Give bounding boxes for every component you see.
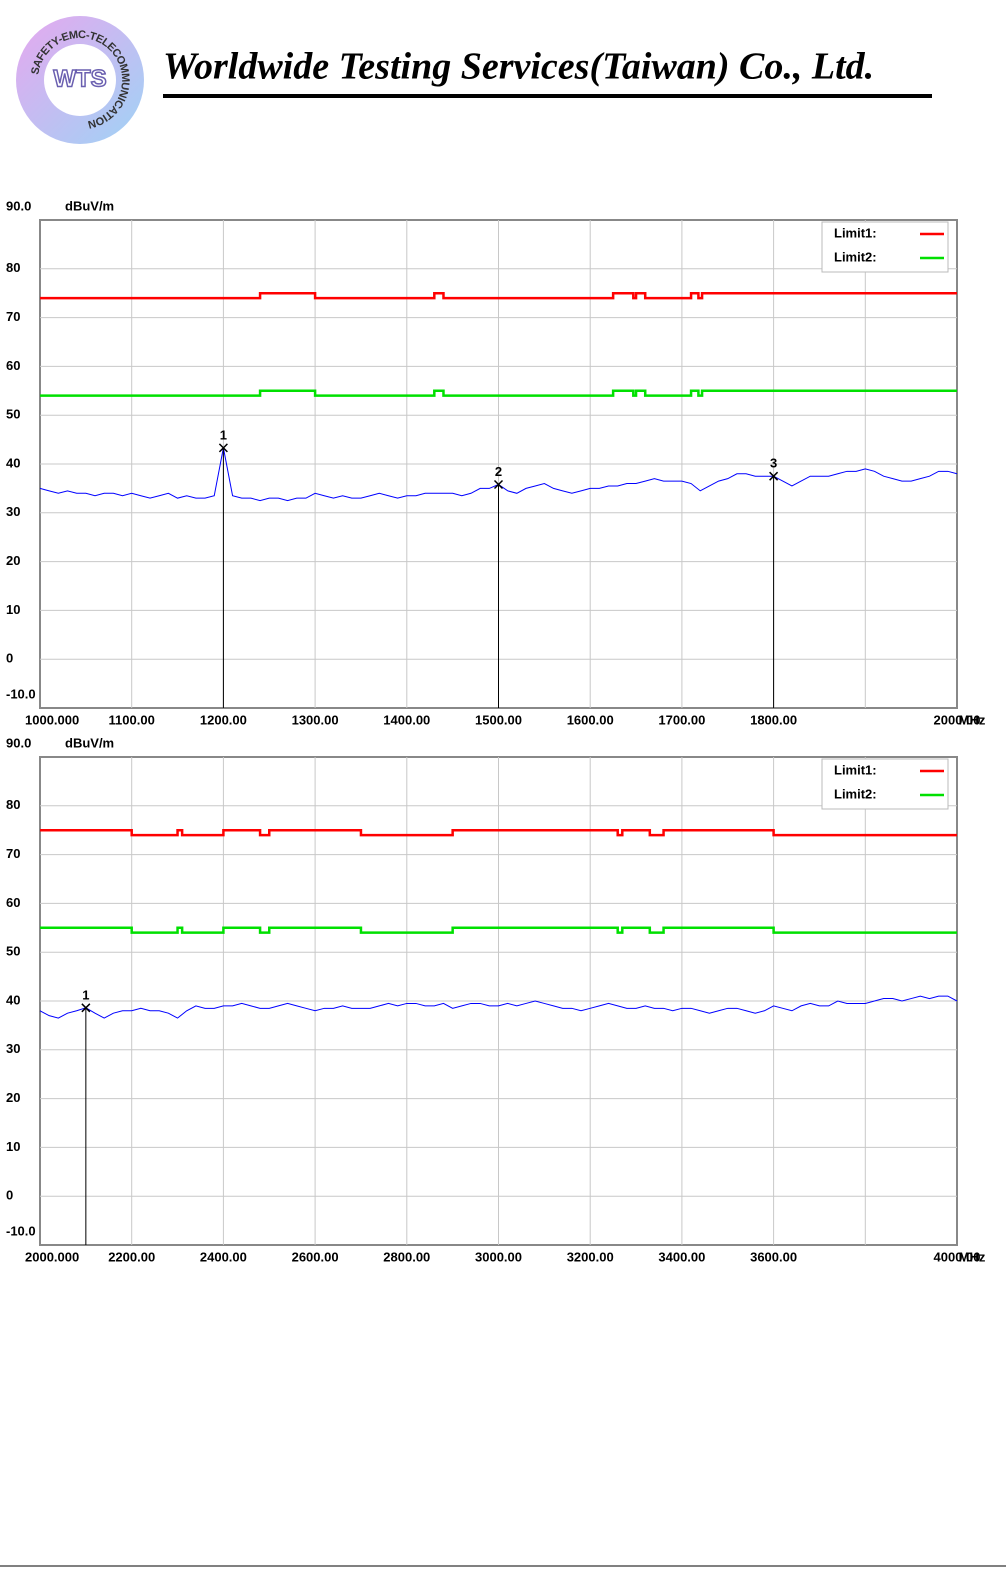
y-tick-label: 40 bbox=[6, 455, 20, 470]
y-tick-label: 10 bbox=[6, 602, 20, 617]
marker-cross bbox=[218, 443, 228, 453]
x-tick-label: 1000.000 bbox=[25, 712, 79, 727]
x-tick-label: 1300.00 bbox=[292, 712, 339, 727]
x-tick-label: 3600.00 bbox=[750, 1249, 797, 1264]
x-tick-label: 1500.00 bbox=[475, 712, 522, 727]
y-tick-label: 20 bbox=[6, 553, 20, 568]
y-unit: dBuV/m bbox=[65, 198, 114, 213]
legend-label: Limit2: bbox=[834, 249, 877, 264]
legend-label: Limit1: bbox=[834, 762, 877, 777]
y-tick-label: 50 bbox=[6, 944, 20, 959]
x-tick-label: 1800.00 bbox=[750, 712, 797, 727]
y-tick-label: 60 bbox=[6, 895, 20, 910]
legend-box bbox=[821, 758, 949, 810]
marker-cross bbox=[769, 471, 779, 481]
x-tick-label: 3400.00 bbox=[658, 1249, 705, 1264]
x-tick-label: 1700.00 bbox=[658, 712, 705, 727]
x-tick-label: 2800.00 bbox=[383, 1249, 430, 1264]
y-tick-label: 80 bbox=[6, 260, 20, 275]
logo: SAFETY-EMC-TELECOMMUNICATION WTS bbox=[16, 16, 144, 144]
y-tick-label: -10.0 bbox=[6, 1223, 36, 1238]
x-tick-label: 2400.00 bbox=[200, 1249, 247, 1264]
y-tick-label: 90.0 bbox=[6, 198, 31, 213]
limit-line bbox=[40, 828, 957, 837]
legend-label: Limit1: bbox=[834, 225, 877, 240]
legend-box bbox=[821, 221, 949, 273]
x-tick-label: 2600.00 bbox=[292, 1249, 339, 1264]
x-tick-label: 3200.00 bbox=[567, 1249, 614, 1264]
x-tick-label: 1100.00 bbox=[109, 712, 155, 727]
title-rule bbox=[163, 94, 932, 98]
y-tick-label: 0 bbox=[6, 1188, 13, 1203]
x-unit: MHz bbox=[959, 712, 986, 727]
limit-line bbox=[40, 926, 957, 934]
x-tick-label: 3000.00 bbox=[475, 1249, 522, 1264]
logo-core bbox=[44, 44, 116, 116]
marker-cross bbox=[493, 479, 504, 490]
x-tick-label: 1600.00 bbox=[567, 712, 614, 727]
y-tick-label: 80 bbox=[6, 797, 20, 812]
marker-label: 1 bbox=[82, 987, 89, 1002]
y-tick-label: 30 bbox=[6, 504, 20, 519]
marker-label: 2 bbox=[495, 464, 502, 479]
y-tick-label: 60 bbox=[6, 358, 20, 373]
y-tick-label: 70 bbox=[6, 846, 20, 861]
y-tick-label: 50 bbox=[6, 407, 20, 422]
y-tick-label: 70 bbox=[6, 309, 20, 324]
x-tick-label: 4000.00 bbox=[934, 1249, 981, 1264]
trace bbox=[39, 995, 958, 1019]
y-tick-label: -10.0 bbox=[6, 686, 36, 701]
logo-text: WTS bbox=[53, 65, 106, 92]
x-unit: MHz bbox=[959, 1249, 986, 1264]
y-tick-label: 90.0 bbox=[6, 735, 31, 750]
header-title: Worldwide Testing Services(Taiwan) Co., … bbox=[163, 46, 874, 88]
x-tick-label: 2200.00 bbox=[108, 1249, 155, 1264]
x-tick-label: 2000.00 bbox=[934, 712, 981, 727]
y-unit: dBuV/m bbox=[65, 735, 114, 750]
x-tick-label: 2000.000 bbox=[25, 1249, 79, 1264]
x-tick-label: 1200.00 bbox=[200, 712, 247, 727]
marker-label: 1 bbox=[220, 427, 227, 442]
y-tick-label: 0 bbox=[6, 651, 13, 666]
limit-line bbox=[40, 291, 957, 300]
legend-label: Limit2: bbox=[834, 786, 877, 801]
marker-cross bbox=[81, 1003, 91, 1013]
y-tick-label: 20 bbox=[6, 1090, 20, 1105]
y-tick-label: 40 bbox=[6, 992, 20, 1007]
x-tick-label: 1400.00 bbox=[383, 712, 430, 727]
y-tick-label: 30 bbox=[6, 1041, 20, 1056]
y-tick-label: 10 bbox=[6, 1139, 20, 1154]
marker-label: 3 bbox=[770, 456, 777, 471]
limit-line bbox=[40, 389, 957, 397]
